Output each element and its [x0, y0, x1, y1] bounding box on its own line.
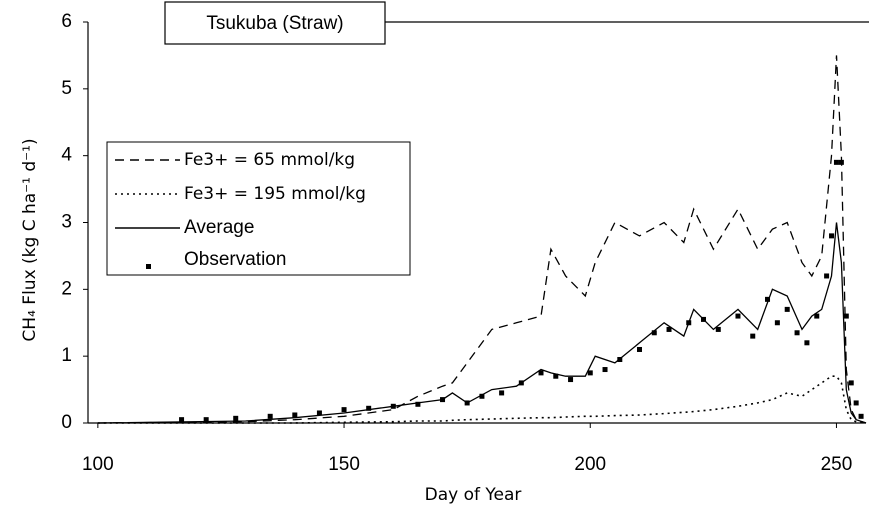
x-tick-label: 150: [328, 454, 360, 475]
observation-point: [518, 380, 524, 386]
y-axis-label: CH₄ Flux (kg C ha⁻¹ d⁻¹): [20, 138, 40, 341]
observation-point: [233, 415, 239, 421]
observation-point: [824, 273, 830, 279]
observation-point: [587, 370, 593, 376]
observation-point: [316, 410, 322, 416]
x-tick-label: 100: [82, 454, 114, 475]
observation-point: [843, 313, 849, 319]
legend-label: Fe3+ = 65 mmol/kg: [184, 150, 355, 170]
observation-point: [617, 357, 623, 363]
observation-point: [568, 377, 574, 383]
observation-point: [701, 316, 707, 322]
observation-point: [829, 233, 835, 239]
observation-point: [553, 373, 559, 379]
observation-point: [651, 330, 657, 336]
series-line: [97, 375, 867, 424]
y-tick-label: 3: [61, 212, 72, 233]
x-axis-label: Day of Year: [425, 485, 522, 505]
observation-point: [833, 159, 839, 165]
observation-point: [499, 390, 505, 396]
observation-point: [602, 367, 608, 373]
observation-point: [292, 412, 298, 418]
x-tick-label: 250: [821, 454, 853, 475]
observation-point: [735, 313, 741, 319]
legend-marker: [146, 264, 151, 269]
observation-point: [440, 397, 446, 403]
y-tick-label: 2: [61, 278, 72, 299]
observation-point: [267, 413, 273, 419]
observation-point: [715, 326, 721, 332]
title-box: [164, 1, 386, 45]
observation-point: [415, 401, 421, 407]
legend-label: Average: [184, 217, 254, 238]
legend-label: Fe3+ = 195 mmol/kg: [184, 184, 366, 204]
y-tick-label: 5: [61, 78, 72, 99]
observation-point: [838, 159, 844, 165]
observation-point: [203, 417, 209, 423]
observation-point: [794, 330, 800, 336]
observation-point: [666, 326, 672, 332]
observation-point: [765, 296, 771, 302]
observation-point: [774, 320, 780, 326]
observation-point: [804, 340, 810, 346]
observation-point: [464, 400, 470, 406]
observation-point: [390, 403, 396, 409]
chart-title: Tsukuba (Straw): [206, 13, 343, 34]
observation-point: [853, 400, 859, 406]
y-tick-label: 4: [61, 145, 72, 166]
series-line: [97, 55, 867, 424]
x-tick-label: 200: [574, 454, 606, 475]
y-tick-label: 0: [61, 412, 72, 433]
y-tick-label: 6: [61, 11, 72, 32]
observation-point: [179, 417, 185, 423]
observation-point: [848, 380, 854, 386]
observation-point: [858, 413, 864, 419]
observation-point: [366, 405, 372, 411]
legend-box: [106, 141, 411, 276]
observation-point: [814, 313, 820, 319]
legend-label: Observation: [184, 249, 286, 270]
observation-point: [784, 306, 790, 312]
observation-point: [538, 370, 544, 376]
observation-point: [636, 346, 642, 352]
observation-point: [750, 333, 756, 339]
observation-point: [686, 320, 692, 326]
observation-point: [341, 407, 347, 413]
y-tick-label: 1: [61, 345, 72, 366]
observation-point: [479, 393, 485, 399]
